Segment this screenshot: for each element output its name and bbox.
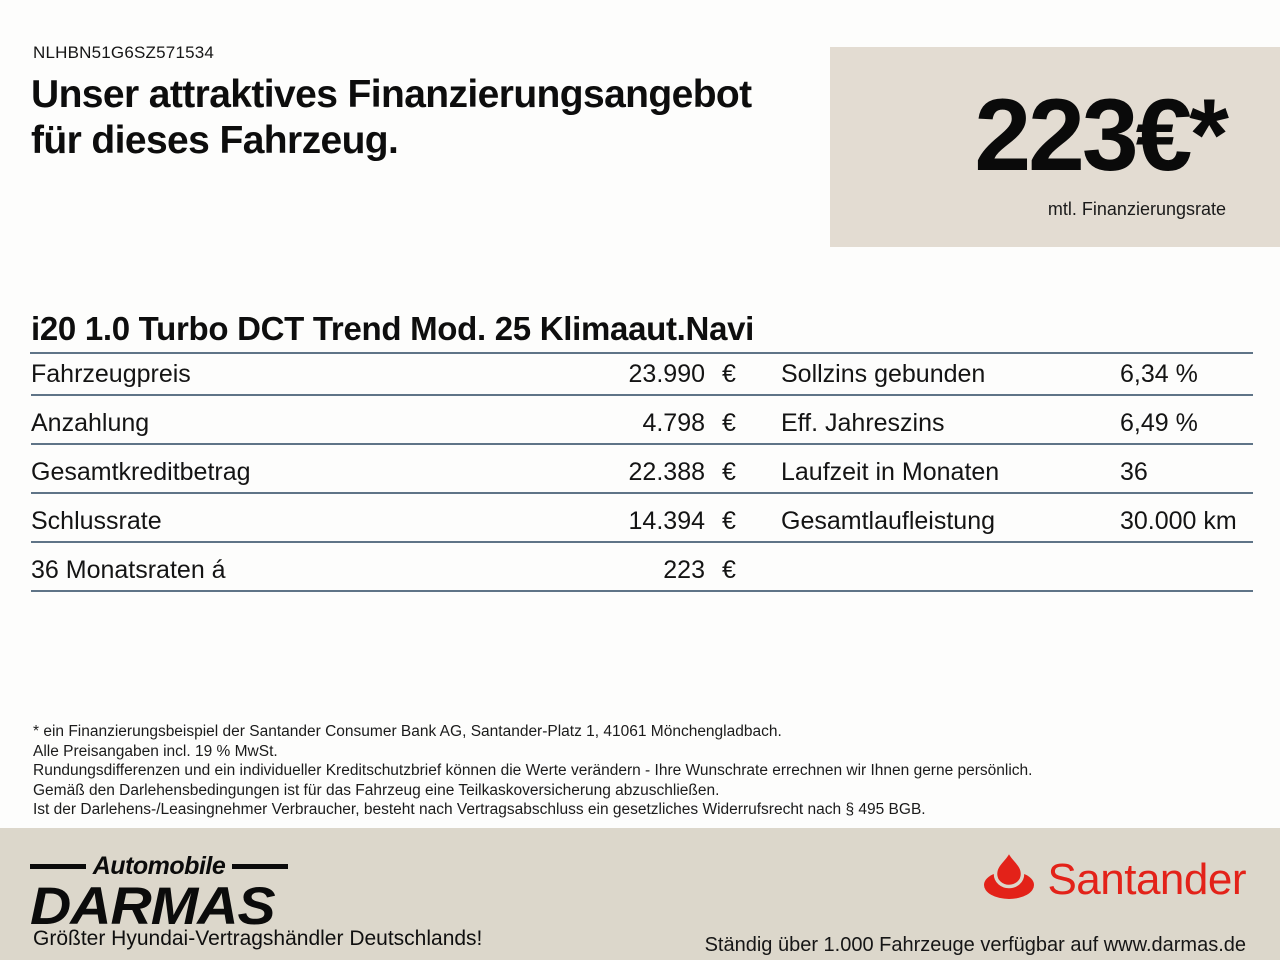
heading-divider [30,352,1253,354]
finance-row-value: 14.394 [628,507,705,535]
dealer-logo-name: DARMAS [30,875,276,936]
page-title-line2: für dieses Fahrzeug. [31,119,399,162]
finance-row-label: Fahrzeugpreis [31,360,191,388]
dealer-slogan: Größter Hyundai-Vertragshändler Deutschl… [33,927,483,950]
finance-row-value: 6,34 % [1120,360,1198,388]
disclaimer-line: Alle Preisangaben incl. 19 % MwSt. [33,742,278,760]
finance-row-label: Gesamtkreditbetrag [31,458,251,486]
monthly-rate-value: 223€* [974,78,1229,192]
disclaimer-text: * ein Finanzierungsbeispiel der Santande… [33,722,1032,820]
santander-flame-icon [984,850,1035,899]
finance-table-row: Anzahlung 4.798 € Eff. Jahreszins 6,49 % [31,396,1253,445]
vehicle-vin: NLHBN51G6SZ571534 [33,43,215,62]
currency-symbol: € [722,458,736,486]
disclaimer-line: Ist der Darlehens-/Leasingnehmer Verbrau… [33,801,926,819]
finance-table: Fahrzeugpreis 23.990 € Sollzins gebunden… [31,354,1253,592]
page-title: Unser attraktives Finanzierungsangebot f… [31,72,752,164]
monthly-rate-caption: mtl. Finanzierungsrate [1047,199,1226,219]
finance-table-row: Fahrzeugpreis 23.990 € Sollzins gebunden… [31,354,1253,396]
disclaimer-line: * ein Finanzierungsbeispiel der Santande… [33,723,782,740]
finance-row-label: 36 Monatsraten á [31,556,226,584]
logo-bar-right-icon [232,864,288,869]
disclaimer-line: Rundungsdifferenzen und ein individuelle… [33,762,1033,780]
finance-row-value: 6,49 % [1120,409,1198,437]
page-title-line1: Unser attraktives Finanzierungsangebot [31,73,752,116]
finance-row-value: 4.798 [642,409,705,437]
finance-row-value: 223 [663,556,705,584]
finance-row-label: Anzahlung [31,409,150,437]
dealer-logo-top: Automobile [30,852,288,881]
finance-row-label: Sollzins gebunden [781,360,986,388]
vehicle-model-heading: i20 1.0 Turbo DCT Trend Mod. 25 Klimaaut… [31,310,755,347]
footer: Automobile DARMAS Größter Hyundai-Vertra… [0,828,1280,960]
finance-row-value: 30.000 km [1120,507,1237,535]
bank-slogan: Ständig über 1.000 Fahrzeuge verfügbar a… [704,934,1246,956]
finance-row-value: 23.990 [628,360,705,388]
dealer-logo-word: Automobile [92,852,226,880]
currency-symbol: € [722,556,736,584]
finance-row-value: 22.388 [628,458,705,486]
dealer-logo: Automobile DARMAS [30,852,288,932]
bank-logo-text: Santander [1047,854,1246,904]
disclaimer-line: Gemäß den Darlehensbedingungen ist für d… [33,781,720,799]
finance-table-row: Gesamtkreditbetrag 22.388 € Laufzeit in … [31,445,1253,494]
finance-row-label: Laufzeit in Monaten [781,458,1000,486]
monthly-rate-box: 223€* mtl. Finanzierungsrate [830,47,1280,247]
finance-row-label: Gesamtlaufleistung [781,507,996,535]
finance-table-row: Schlussrate 14.394 € Gesamtlaufleistung … [31,494,1253,543]
currency-symbol: € [722,360,736,388]
currency-symbol: € [722,507,736,535]
finance-table-row: 36 Monatsraten á 223 € [31,543,1253,592]
finance-row-value: 36 [1120,458,1148,486]
finance-row-label: Eff. Jahreszins [781,409,945,437]
finance-row-label: Schlussrate [31,507,162,535]
bank-logo: Santander [983,850,1246,904]
logo-bar-left-icon [30,864,86,869]
currency-symbol: € [722,409,736,437]
